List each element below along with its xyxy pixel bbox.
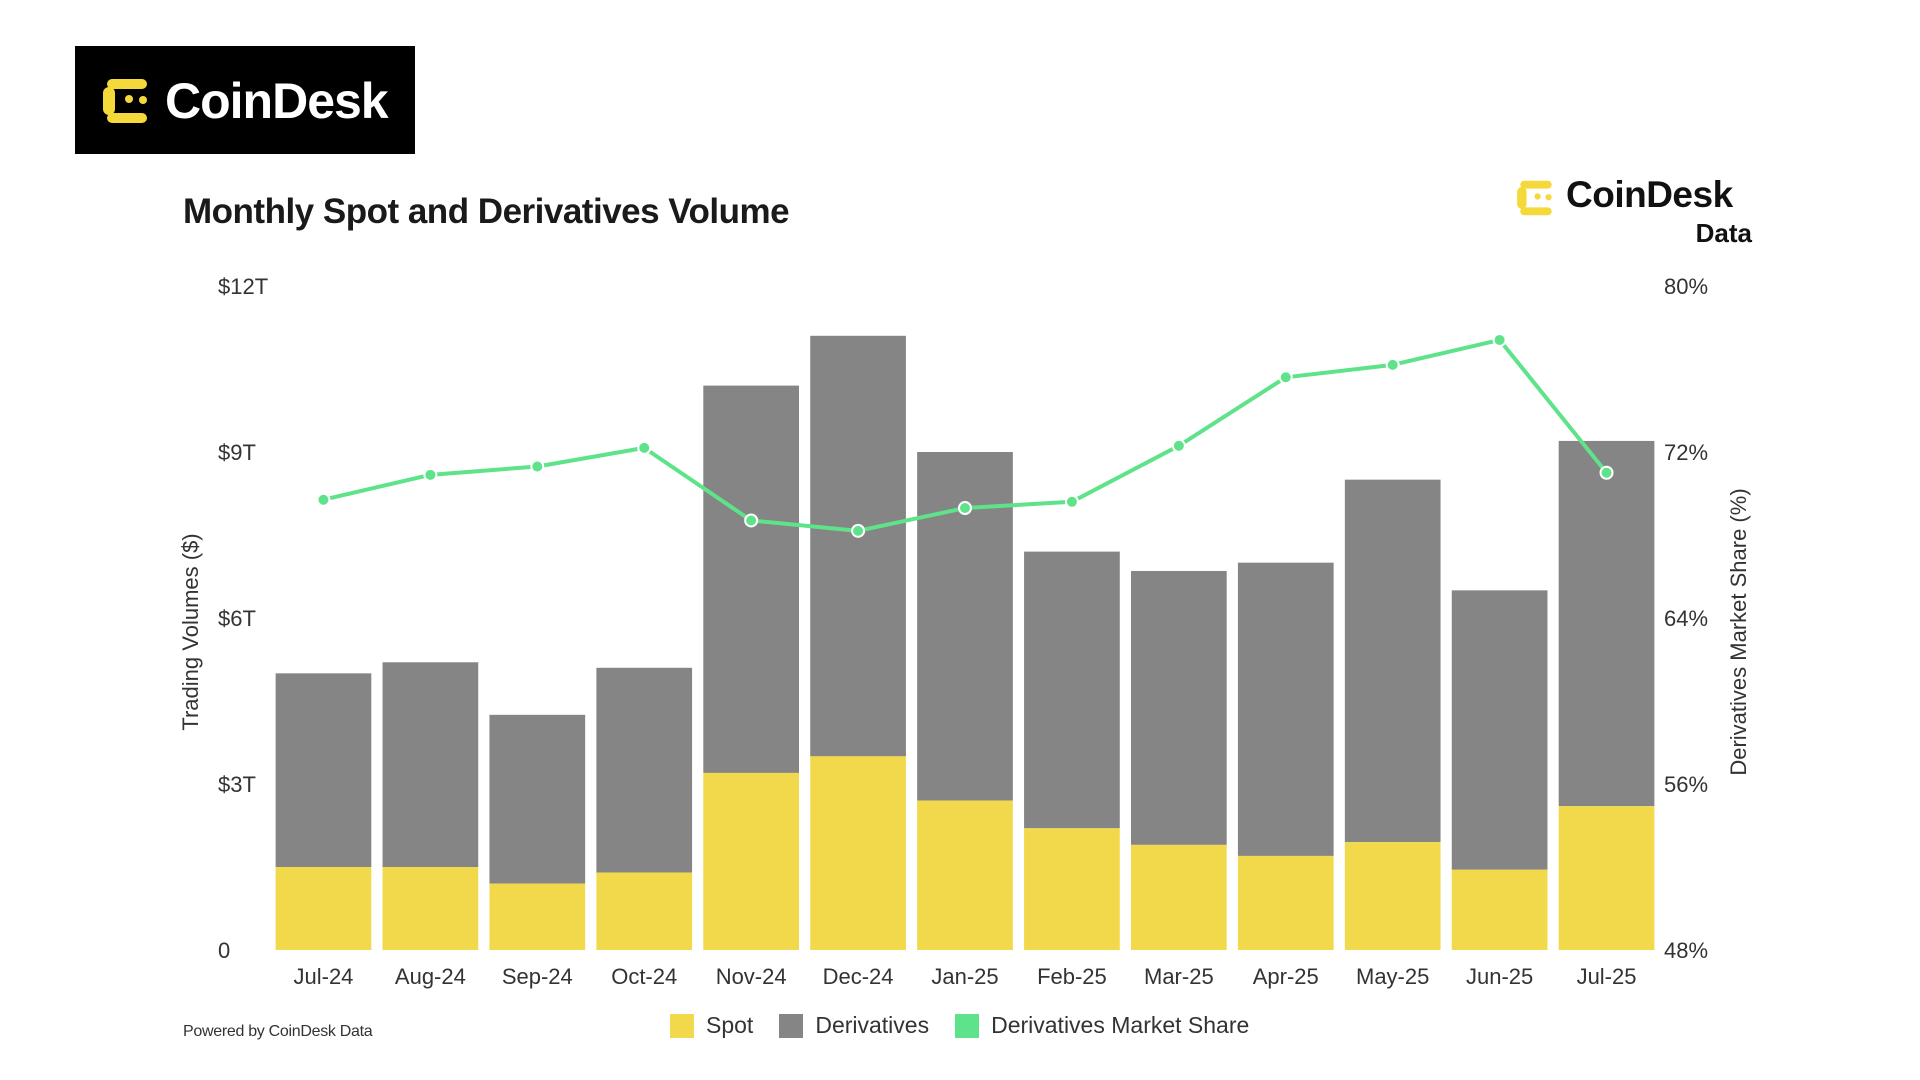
market-share-point-jul-25 (1599, 465, 1614, 480)
x-tick-label-jun-25: Jun-25 (1466, 964, 1533, 989)
spot-bar-aug-24 (382, 867, 479, 950)
market-share-point-nov-24 (744, 513, 759, 528)
spot-bar-jun-25 (1451, 869, 1548, 950)
x-tick-label-apr-25: Apr-25 (1253, 964, 1319, 989)
legend-swatch-market-share (955, 1013, 980, 1038)
market-share-point-jan-25 (958, 501, 972, 516)
derivatives-bar-jul-25 (1558, 440, 1655, 807)
y-axis-title: Trading Volumes ($) (178, 533, 203, 730)
x-tick-label-may-25: May-25 (1356, 964, 1429, 989)
spot-bar-dec-24 (810, 756, 906, 950)
market-share-point-may-25 (1385, 357, 1400, 372)
derivatives-bar-oct-24 (596, 667, 693, 873)
x-tick-label-jan-25: Jan-25 (931, 964, 998, 989)
legend-label-derivatives: Derivatives (815, 1012, 930, 1038)
legend-item-market-share: Derivatives Market Share (955, 1012, 1249, 1039)
legend-item-spot: Spot (670, 1012, 753, 1039)
legend-label-spot: Spot (706, 1012, 754, 1038)
coindesk-logo-icon (103, 79, 147, 123)
spot-bar-mar-25 (1130, 844, 1227, 950)
legend-swatch-derivatives (779, 1013, 804, 1038)
x-tick-label-sep-24: Sep-24 (502, 964, 573, 989)
chart-title: Monthly Spot and Derivatives Volume (183, 192, 790, 231)
spot-bar-jul-25 (1558, 806, 1655, 950)
market-share-point-dec-24 (851, 523, 866, 538)
spot-bar-jan-25 (917, 800, 1013, 950)
spot-bar-sep-24 (489, 883, 586, 950)
market-share-point-jun-25 (1492, 332, 1507, 347)
logo-text: CoinDesk (165, 73, 389, 129)
y2-tick-label-0: 48% (1664, 938, 1708, 963)
derivatives-bar-sep-24 (489, 714, 586, 884)
derivatives-bar-may-25 (1344, 479, 1441, 843)
y-tick-label-0: 0 (218, 938, 230, 963)
derivatives-bar-jun-25 (1451, 590, 1548, 870)
y-tick-label-3: $9T (218, 440, 256, 465)
coindesk-data-brand: CoinDesk Data (1500, 172, 1760, 252)
coindesk-logo: CoinDesk (75, 46, 415, 154)
y-tick-label-2: $6T (218, 606, 256, 631)
y-tick-label-1: $3T (218, 772, 256, 797)
x-tick-label-feb-25: Feb-25 (1037, 964, 1107, 989)
derivatives-bar-feb-25 (1024, 551, 1120, 829)
x-tick-label-dec-24: Dec-24 (823, 964, 894, 989)
market-share-point-feb-25 (1064, 494, 1079, 509)
spot-bar-jul-24 (275, 867, 372, 950)
spot-bar-nov-24 (703, 772, 800, 950)
x-tick-label-mar-25: Mar-25 (1144, 964, 1214, 989)
brand-name: CoinDesk (1566, 174, 1733, 215)
x-tick-label-jul-25: Jul-25 (1577, 964, 1637, 989)
derivatives-bar-dec-24 (810, 335, 906, 757)
market-share-point-aug-24 (423, 467, 438, 482)
y-tick-label-4: $12T (218, 274, 268, 299)
y2-axis-title: Derivatives Market Share (%) (1726, 488, 1751, 775)
market-share-point-oct-24 (637, 440, 652, 455)
x-tick-label-jul-24: Jul-24 (294, 964, 354, 989)
derivatives-bar-aug-24 (382, 662, 479, 867)
spot-bar-feb-25 (1024, 828, 1120, 950)
chart-legend: Spot Derivatives Derivatives Market Shar… (670, 1012, 1275, 1039)
y2-tick-label-2: 64% (1664, 606, 1708, 631)
brand-sub: Data (1695, 218, 1752, 248)
market-share-point-apr-25 (1278, 370, 1293, 385)
market-share-point-sep-24 (530, 459, 545, 474)
coindesk-data-icon (1517, 180, 1552, 216)
derivatives-bar-nov-24 (703, 385, 800, 773)
powered-by-note: Powered by CoinDesk Data (183, 1023, 373, 1040)
derivatives-bar-apr-25 (1237, 562, 1334, 856)
x-tick-label-nov-24: Nov-24 (716, 964, 787, 989)
y2-tick-label-3: 72% (1664, 440, 1708, 465)
x-tick-label-aug-24: Aug-24 (395, 964, 466, 989)
derivatives-bar-mar-25 (1130, 570, 1227, 845)
y2-tick-label-4: 80% (1664, 274, 1708, 299)
legend-swatch-spot (670, 1013, 694, 1038)
market-share-point-jul-24 (316, 492, 331, 507)
spot-bar-apr-25 (1237, 855, 1334, 950)
market-share-point-mar-25 (1171, 438, 1186, 453)
legend-item-derivatives: Derivatives (779, 1012, 929, 1039)
spot-bar-oct-24 (596, 872, 693, 950)
spot-bar-may-25 (1344, 842, 1441, 950)
legend-label-market-share: Derivatives Market Share (991, 1012, 1250, 1038)
derivatives-bar-jul-24 (275, 673, 372, 867)
y2-tick-label-1: 56% (1664, 772, 1708, 797)
x-tick-label-oct-24: Oct-24 (611, 964, 677, 989)
